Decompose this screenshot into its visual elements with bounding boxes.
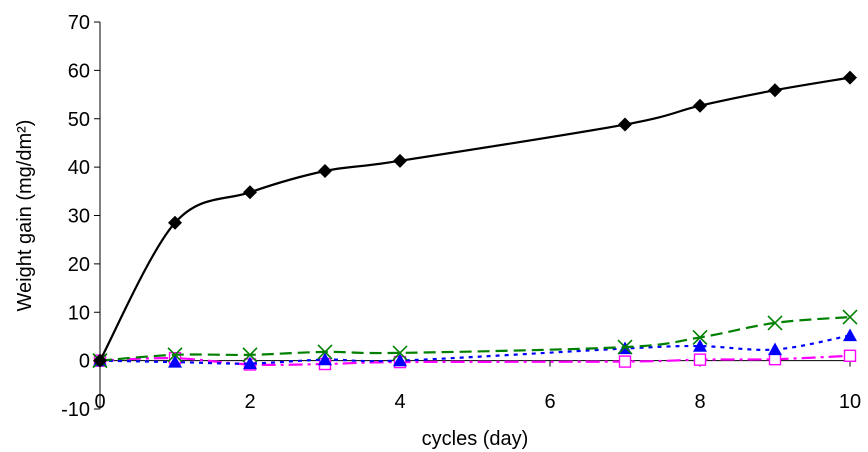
chart-axes xyxy=(94,21,851,410)
series-1 xyxy=(93,70,857,368)
series-3-point xyxy=(168,355,182,368)
x-marker-stroke xyxy=(767,315,783,331)
y-axis-title: Weight gain (mg/dm²) xyxy=(14,120,36,312)
x-marker-stroke xyxy=(692,329,708,345)
x-marker-stroke xyxy=(242,347,258,363)
series-3-point xyxy=(768,342,782,356)
y-tick-label: -10 xyxy=(61,399,90,421)
series-2-point xyxy=(242,347,258,363)
series-3-line xyxy=(99,334,851,365)
series-1-point xyxy=(243,185,257,200)
series-2-point xyxy=(317,344,333,360)
x-marker-stroke xyxy=(617,339,633,355)
series-1-point xyxy=(768,83,782,98)
series-1-line xyxy=(99,76,851,362)
series-2-point xyxy=(617,339,633,355)
series-2-point xyxy=(167,347,183,363)
series-1-point xyxy=(93,353,107,368)
x-tick-label: 4 xyxy=(394,391,405,413)
x-marker-stroke xyxy=(167,347,183,363)
x-marker-stroke xyxy=(392,345,408,361)
series-1-point xyxy=(168,215,182,230)
series-1-point xyxy=(693,98,707,113)
chart-series xyxy=(92,70,858,371)
y-tick-label: 40 xyxy=(68,157,90,179)
series-4-point xyxy=(768,352,782,366)
series-2-point xyxy=(692,329,708,345)
y-tick-label: 0 xyxy=(79,351,90,373)
series-4-point xyxy=(618,355,632,368)
x-tick-label: 8 xyxy=(694,391,705,413)
x-marker-stroke xyxy=(842,309,858,325)
x-marker-stroke xyxy=(317,344,333,360)
series-3 xyxy=(93,328,857,370)
series-3-point xyxy=(393,353,407,367)
series-4-line xyxy=(99,354,851,366)
series-4-point xyxy=(843,349,857,362)
series-2-line xyxy=(99,315,851,362)
x-tick-label: 6 xyxy=(544,391,555,413)
series-2-point xyxy=(842,309,858,325)
series-2-point xyxy=(767,315,783,331)
y-tick-label: 30 xyxy=(68,206,90,228)
y-tick-label: 10 xyxy=(68,302,90,324)
y-tick-label: 60 xyxy=(68,60,90,82)
y-tick-label: 50 xyxy=(68,109,90,131)
x-tick-label: 10 xyxy=(839,391,861,413)
series-3-point xyxy=(693,339,707,352)
series-1-point xyxy=(318,163,332,178)
x-tick-label: 2 xyxy=(244,391,255,413)
series-2-point xyxy=(392,345,408,361)
y-tick-label: 70 xyxy=(68,12,90,34)
series-4-point xyxy=(693,353,707,366)
series-3-point xyxy=(243,356,257,370)
series-3-point xyxy=(843,328,857,342)
x-tick-label: 0 xyxy=(94,391,105,413)
series-1-point xyxy=(843,70,857,85)
series-1-point xyxy=(618,117,632,132)
series-1-point xyxy=(393,153,407,168)
y-tick-label: 20 xyxy=(68,254,90,276)
series-3-point xyxy=(318,352,332,366)
x-axis-title: cycles (day) xyxy=(422,428,529,450)
